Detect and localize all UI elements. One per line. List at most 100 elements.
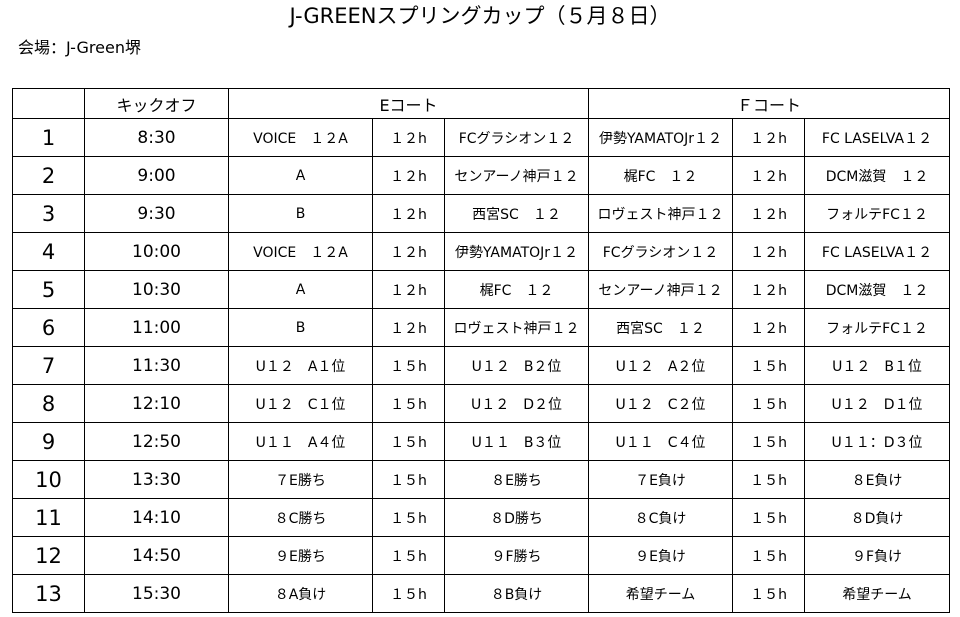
- e-court-category: １５h: [372, 460, 445, 499]
- e-court-team-2: 梶FC １２: [443, 270, 590, 309]
- kickoff-time: 9:00: [84, 156, 229, 195]
- kickoff-time: 8:30: [84, 118, 229, 157]
- header-row: キックオフ Eコート Ｆコート: [12, 88, 951, 119]
- f-court-category: １２h: [732, 270, 806, 309]
- e-court-team-1: A: [228, 270, 373, 309]
- kickoff-time: 12:10: [84, 384, 229, 423]
- header-number: [12, 88, 85, 119]
- e-court-team-2: FCグラシオン１２: [443, 118, 590, 157]
- table-row: 2 9:00 A １２h センアーノ神戸１２ 梶FC １２ １２h DCM滋賀 …: [12, 156, 951, 195]
- f-court-team-2: 希望チーム: [804, 574, 951, 613]
- f-court-team-2: フォルテFC１２: [804, 194, 951, 233]
- f-court-team-2: U１２ B１位: [804, 346, 951, 385]
- e-court-category: １５h: [372, 574, 445, 613]
- f-court-category: １２h: [732, 194, 806, 233]
- e-court-team-1: VOICE １２A: [228, 118, 373, 157]
- e-court-category: １２h: [372, 156, 445, 195]
- table-row: 3 9:30 B １２h 西宮SC １２ ロヴェスト神戸１２ １２h フォルテF…: [12, 194, 951, 233]
- e-court-team-1: A: [228, 156, 373, 195]
- f-court-category: １５h: [732, 384, 806, 423]
- match-number: 4: [12, 232, 85, 271]
- f-court-team-1: ７E負け: [588, 460, 734, 499]
- kickoff-time: 11:00: [84, 308, 229, 347]
- e-court-category: １２h: [372, 194, 445, 233]
- e-court-category: １５h: [372, 422, 445, 461]
- e-court-category: １２h: [372, 308, 445, 347]
- e-court-category: １５h: [372, 384, 445, 423]
- table-row: 7 11:30 U１２ A１位 １５h U１２ B２位 U１２ A２位 １５h …: [12, 346, 951, 385]
- match-number: 7: [12, 346, 85, 385]
- venue-label: 会場：J-Green堺: [18, 38, 141, 57]
- match-number: 9: [12, 422, 85, 461]
- e-court-team-1: U１１ A４位: [228, 422, 373, 461]
- f-court-category: １５h: [732, 460, 806, 499]
- match-number: 8: [12, 384, 85, 423]
- f-court-team-2: ８D負け: [804, 498, 951, 537]
- e-court-team-2: ９F勝ち: [443, 536, 590, 575]
- match-number: 1: [12, 118, 85, 157]
- f-court-team-1: U１２ C２位: [588, 384, 734, 423]
- f-court-category: １２h: [732, 118, 806, 157]
- table-row: 1 8:30 VOICE １２A １２h FCグラシオン１２ 伊勢YAMATOJ…: [12, 118, 951, 157]
- f-court-team-1: 梶FC １２: [588, 156, 734, 195]
- page-title: J-GREENスプリングカップ（５月８日）: [289, 4, 671, 28]
- e-court-team-2: 西宮SC １２: [443, 194, 590, 233]
- e-court-category: １２h: [372, 118, 445, 157]
- kickoff-time: 12:50: [84, 422, 229, 461]
- f-court-category: １２h: [732, 156, 806, 195]
- kickoff-time: 10:00: [84, 232, 229, 271]
- table-row: 6 11:00 B １２h ロヴェスト神戸１２ 西宮SC １２ １２h フォルテ…: [12, 308, 951, 347]
- f-court-category: １５h: [732, 498, 806, 537]
- e-court-category: １２h: [372, 232, 445, 271]
- e-court-team-2: ロヴェスト神戸１２: [443, 308, 590, 347]
- e-court-team-2: ８E勝ち: [443, 460, 590, 499]
- header-kickoff: キックオフ: [84, 88, 229, 119]
- e-court-team-1: U１２ A１位: [228, 346, 373, 385]
- header-court-e: Eコート: [227, 88, 590, 119]
- e-court-team-1: VOICE １２A: [228, 232, 373, 271]
- f-court-category: １５h: [732, 346, 806, 385]
- f-court-category: １２h: [732, 232, 806, 271]
- e-court-team-1: U１２ C１位: [228, 384, 373, 423]
- match-number: 13: [12, 574, 85, 613]
- e-court-team-2: ８B負け: [443, 574, 590, 613]
- table-row: 12 14:50 ９E勝ち １５h ９F勝ち ９E負け １５h ９F負け: [12, 536, 951, 575]
- match-number: 10: [12, 460, 85, 499]
- e-court-team-2: ８D勝ち: [443, 498, 590, 537]
- f-court-team-1: 希望チーム: [588, 574, 734, 613]
- match-number: 12: [12, 536, 85, 575]
- f-court-team-2: FC LASELVA１２: [804, 232, 951, 271]
- match-number: 6: [12, 308, 85, 347]
- e-court-team-1: B: [228, 308, 373, 347]
- table-row: 8 12:10 U１２ C１位 １５h U１２ D２位 U１２ C２位 １５h …: [12, 384, 951, 423]
- e-court-category: １５h: [372, 346, 445, 385]
- f-court-category: １５h: [732, 574, 806, 613]
- e-court-team-2: U１１ B３位: [443, 422, 590, 461]
- e-court-team-1: ８A負け: [228, 574, 373, 613]
- e-court-team-2: 伊勢YAMATOJr１２: [443, 232, 590, 271]
- f-court-team-1: FCグラシオン１２: [588, 232, 734, 271]
- f-court-category: １５h: [732, 422, 806, 461]
- f-court-team-2: ９F負け: [804, 536, 951, 575]
- schedule-body: 1 8:30 VOICE １２A １２h FCグラシオン１２ 伊勢YAMATOJ…: [12, 118, 951, 613]
- kickoff-time: 14:10: [84, 498, 229, 537]
- table-row: 5 10:30 A １２h 梶FC １２ センアーノ神戸１２ １２h DCM滋賀…: [12, 270, 951, 309]
- table-row: 10 13:30 ７E勝ち １５h ８E勝ち ７E負け １５h ８E負け: [12, 460, 951, 499]
- match-number: 3: [12, 194, 85, 233]
- f-court-team-1: U１２ A２位: [588, 346, 734, 385]
- f-court-team-1: センアーノ神戸１２: [588, 270, 734, 309]
- e-court-team-1: B: [228, 194, 373, 233]
- schedule-table: キックオフ Eコート Ｆコート 1 8:30 VOICE １２A １２h FCグ…: [12, 88, 951, 613]
- kickoff-time: 10:30: [84, 270, 229, 309]
- f-court-team-1: U１１ C４位: [588, 422, 734, 461]
- kickoff-time: 11:30: [84, 346, 229, 385]
- match-number: 2: [12, 156, 85, 195]
- f-court-team-1: ロヴェスト神戸１２: [588, 194, 734, 233]
- e-court-team-1: ９E勝ち: [228, 536, 373, 575]
- f-court-team-2: U１２ D１位: [804, 384, 951, 423]
- f-court-team-1: 西宮SC １２: [588, 308, 734, 347]
- match-number: 11: [12, 498, 85, 537]
- match-number: 5: [12, 270, 85, 309]
- table-row: 11 14:10 ８C勝ち １５h ８D勝ち ８C負け １５h ８D負け: [12, 498, 951, 537]
- e-court-category: １２h: [372, 270, 445, 309]
